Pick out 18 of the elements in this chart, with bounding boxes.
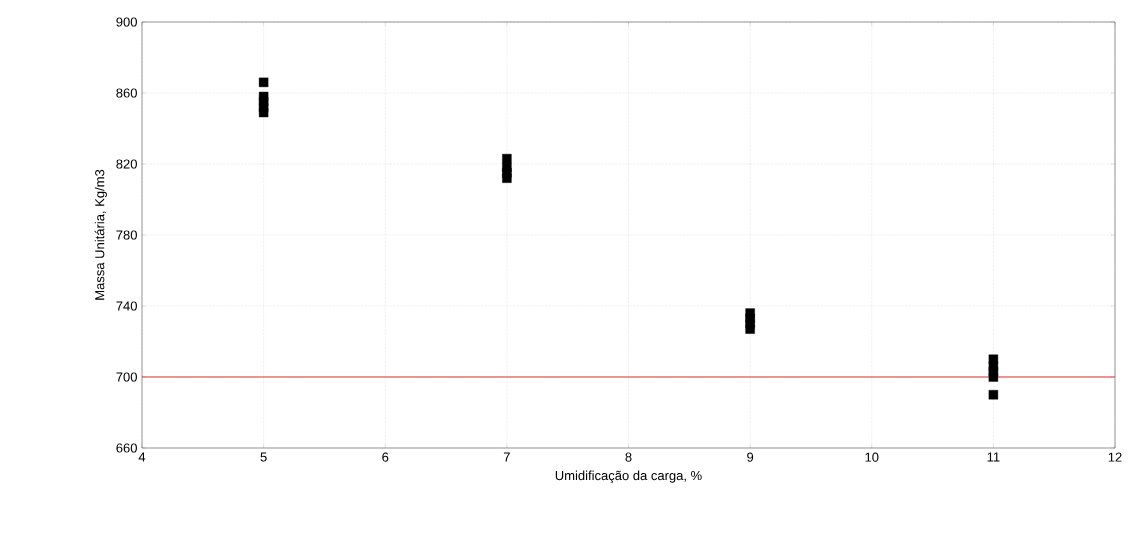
x-tick-label: 11	[987, 452, 1000, 462]
y-axis-title: Massa Unitária, Kg/m3	[94, 169, 107, 300]
x-axis-title: Umidificação da carga, %	[555, 470, 702, 483]
x-tick-label: 12	[1108, 452, 1122, 462]
x-tick-label: 7	[503, 452, 510, 462]
x-tick-label: 4	[138, 452, 146, 462]
x-tick-label: 10	[865, 452, 879, 462]
x-tick-label: 8	[625, 452, 632, 462]
y-tick-label: 740	[116, 301, 137, 311]
x-tick-label: 5	[260, 452, 267, 462]
y-tick-label: 780	[116, 230, 137, 240]
x-tick-label: 9	[747, 452, 754, 462]
y-tick-label: 900	[116, 17, 137, 27]
y-tick-label: 860	[116, 88, 137, 98]
y-tick-label: 660	[116, 443, 137, 453]
x-tick-label: 6	[382, 452, 389, 462]
y-tick-label: 820	[116, 159, 137, 169]
y-tick-label: 700	[116, 372, 137, 382]
